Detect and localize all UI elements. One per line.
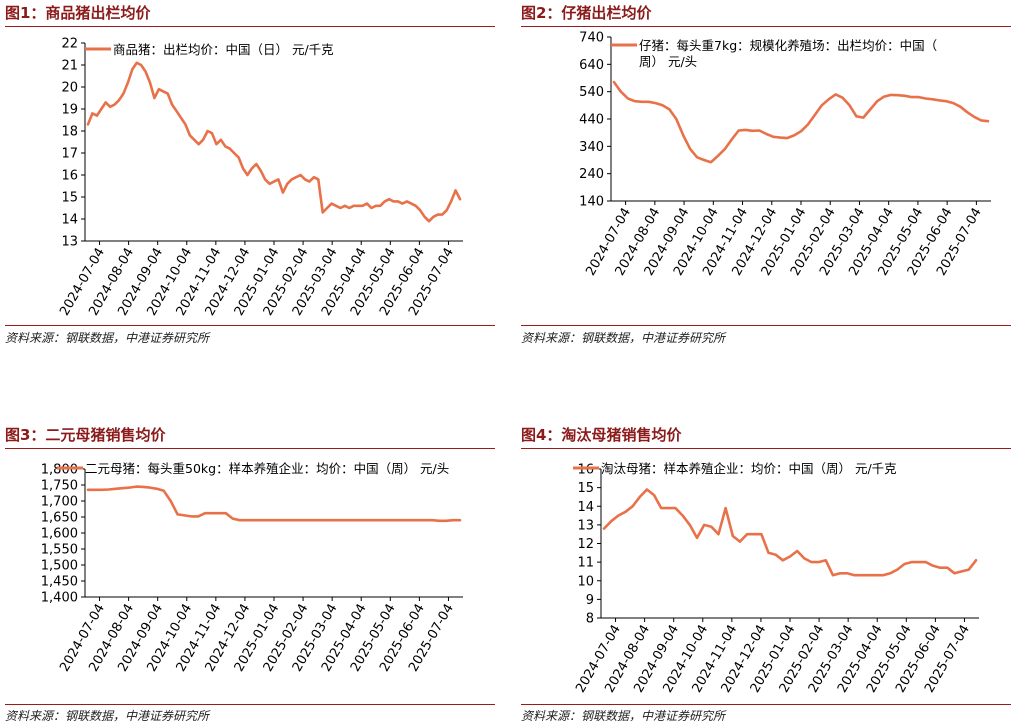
source-note: 资料来源：钢联数据，中港证券研究所 xyxy=(521,331,726,345)
y-tick-label: 12 xyxy=(577,537,594,552)
source-rule xyxy=(521,704,1011,705)
line-chart: 1,4001,4501,5001,5501,6001,6501,7001,750… xyxy=(41,461,463,674)
y-tick-label: 140 xyxy=(579,195,604,210)
y-tick-label: 8 xyxy=(586,612,594,627)
title-rule xyxy=(5,26,495,27)
y-tick-label: 9 xyxy=(586,593,594,608)
y-tick-label: 14 xyxy=(577,500,594,515)
source-rule xyxy=(521,325,1011,326)
y-tick-label: 240 xyxy=(579,167,604,182)
y-tick-label: 740 xyxy=(579,31,604,46)
source-note: 资料来源：钢联数据，中港证券研究所 xyxy=(5,709,210,723)
title-rule xyxy=(5,448,495,449)
line-chart: 89101112131415162024-07-042024-08-042024… xyxy=(573,461,979,695)
y-tick-label: 540 xyxy=(579,85,604,100)
y-tick-label: 640 xyxy=(579,58,604,73)
y-tick-label: 17 xyxy=(61,147,78,162)
y-tick-label: 1,650 xyxy=(41,511,78,526)
y-tick-label: 340 xyxy=(579,140,604,155)
source-note: 资料来源：钢联数据，中港证券研究所 xyxy=(521,709,726,723)
y-tick-label: 18 xyxy=(61,125,78,140)
chart-panel-4: 图4：淘汰母猪销售均价 8 9 10 11 12 13 14 15 16 2024-07-04 20… xyxy=(521,424,1011,724)
y-tick-label: 13 xyxy=(577,518,594,533)
y-tick-label: 1,700 xyxy=(41,495,78,510)
y-tick-label: 1,400 xyxy=(41,591,78,606)
y-tick-label: 19 xyxy=(61,103,78,118)
y-tick-label: 22 xyxy=(61,37,78,52)
y-tick-label: 21 xyxy=(61,59,78,74)
y-tick-label: 440 xyxy=(579,113,604,128)
source-rule xyxy=(5,325,495,326)
legend-label: 商品猪：出栏均价：中国（日） 元/千克 xyxy=(113,42,334,57)
chart-title: 图4：淘汰母猪销售均价 xyxy=(521,426,682,444)
y-tick-label: 11 xyxy=(577,556,594,571)
chart-panel-2: 图2：仔猪出栏均价 140 240 340 440 540 640 740 2024-07-0… xyxy=(521,2,1011,352)
y-tick-label: 10 xyxy=(577,574,594,589)
y-tick-label: 20 xyxy=(61,81,78,96)
y-tick-label: 13 xyxy=(61,235,78,250)
line-chart: 131415161718192021222024-07-042024-08-04… xyxy=(57,37,463,318)
y-tick-label: 1,550 xyxy=(41,543,78,558)
source-note: 资料来源：钢联数据，中港证券研究所 xyxy=(5,331,210,345)
y-tick-label: 1,800 xyxy=(41,463,78,478)
chart-panel-1: 图1：商品猪出栏均价 13 14 15 16 17 18 19 20 21 22 2024-07-0… xyxy=(5,2,495,352)
series-line xyxy=(612,80,990,164)
chart-title: 图2：仔猪出栏均价 xyxy=(521,4,652,22)
line-chart: 1402403404405406407402024-07-042024-08-0… xyxy=(579,31,991,278)
series-line xyxy=(86,485,462,523)
chart-title: 图3：二元母猪销售均价 xyxy=(5,426,166,444)
y-tick-label: 1,500 xyxy=(41,559,78,574)
y-tick-label: 16 xyxy=(61,169,78,184)
title-rule xyxy=(521,448,1011,449)
y-tick-label: 1,750 xyxy=(41,479,78,494)
y-tick-label: 1,600 xyxy=(41,527,78,542)
legend-label: 仔猪：每头重7kg：规模化养殖场：出栏均价：中国（ xyxy=(639,38,937,53)
chart-panel-3: 图3：二元母猪销售均价 1,400 1,450 1,500 1,550 1,600 1,6… xyxy=(5,424,495,724)
title-rule xyxy=(521,26,1011,27)
series-line xyxy=(602,488,978,577)
y-tick-label: 15 xyxy=(61,191,78,206)
source-rule xyxy=(5,704,495,705)
legend-label: 周） 元/头 xyxy=(639,54,697,69)
y-tick-label: 1,450 xyxy=(41,575,78,590)
chart-title: 图1：商品猪出栏均价 xyxy=(5,4,151,22)
y-tick-label: 15 xyxy=(577,481,594,496)
legend-label: 淘汰母猪：样本养殖企业：均价：中国（周） 元/千克 xyxy=(601,461,897,476)
y-tick-label: 14 xyxy=(61,213,78,228)
series-line xyxy=(86,61,462,223)
legend-label: 二元母猪：每头重50kg：样本养殖企业：均价：中国（周） 元/头 xyxy=(85,461,449,476)
y-tick-label: 16 xyxy=(577,463,594,478)
